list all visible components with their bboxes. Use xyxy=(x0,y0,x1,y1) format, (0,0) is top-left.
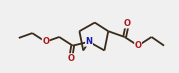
Text: O: O xyxy=(67,54,74,63)
Text: O: O xyxy=(42,37,49,46)
Text: N: N xyxy=(86,37,93,46)
Text: O: O xyxy=(135,41,142,50)
Text: O: O xyxy=(124,19,131,28)
